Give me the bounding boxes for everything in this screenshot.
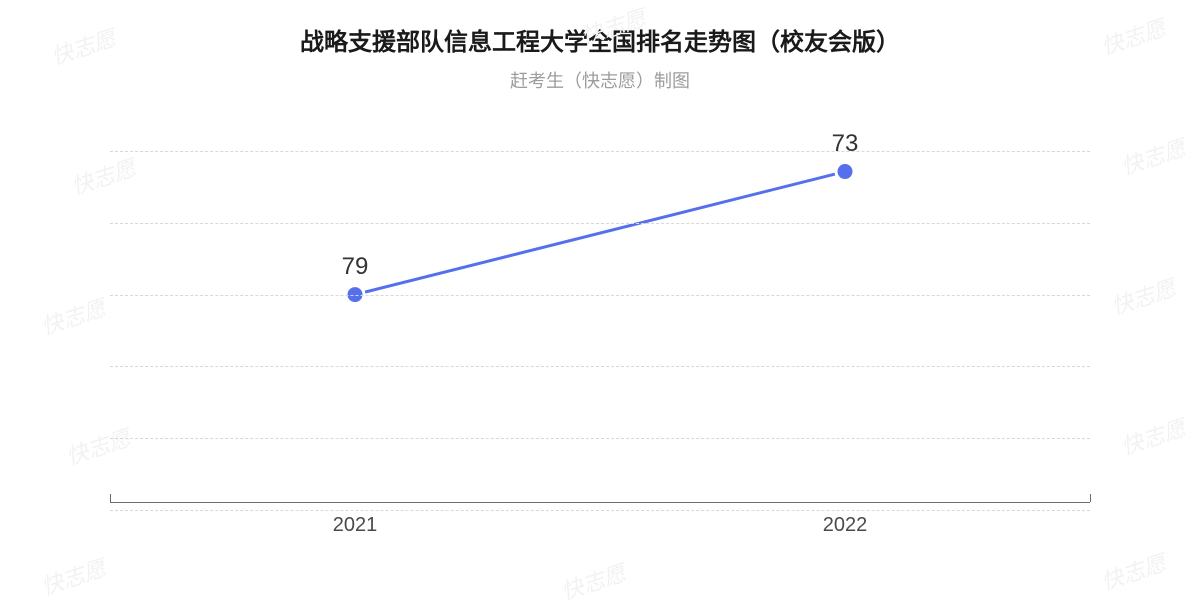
gridline <box>110 510 1090 511</box>
x-axis-line <box>110 502 1090 503</box>
watermark: 快志愿 <box>1117 411 1190 462</box>
chart-title: 战略支援部队信息工程大学全国排名走势图（校友会版） <box>0 0 1200 57</box>
line-svg <box>110 110 1090 510</box>
chart-subtitle: 赶考生（快志愿）制图 <box>0 57 1200 93</box>
watermark: 快志愿 <box>557 556 630 606</box>
watermark: 快志愿 <box>37 291 110 342</box>
watermark: 快志愿 <box>1117 131 1190 182</box>
x-axis-tick <box>1090 494 1091 502</box>
data-point-label: 73 <box>832 130 859 158</box>
gridline <box>110 223 1090 224</box>
x-axis-tick <box>110 494 111 502</box>
gridline <box>110 151 1090 152</box>
data-point-label: 79 <box>342 253 369 281</box>
gridline <box>110 295 1090 296</box>
gridline <box>110 438 1090 439</box>
plot-area: 202120227973 <box>110 110 1090 510</box>
ranking-trend-chart: 快志愿快志愿快志愿快志愿快志愿快志愿快志愿快志愿快志愿快志愿快志愿快志愿 战略支… <box>0 0 1200 600</box>
watermark: 快志愿 <box>37 551 110 602</box>
series-line <box>355 172 845 295</box>
gridline <box>110 366 1090 367</box>
x-axis-label: 2021 <box>333 514 378 537</box>
watermark: 快志愿 <box>1107 271 1180 322</box>
data-point-marker <box>836 163 854 181</box>
x-axis-label: 2022 <box>823 514 868 537</box>
watermark: 快志愿 <box>1097 546 1170 597</box>
